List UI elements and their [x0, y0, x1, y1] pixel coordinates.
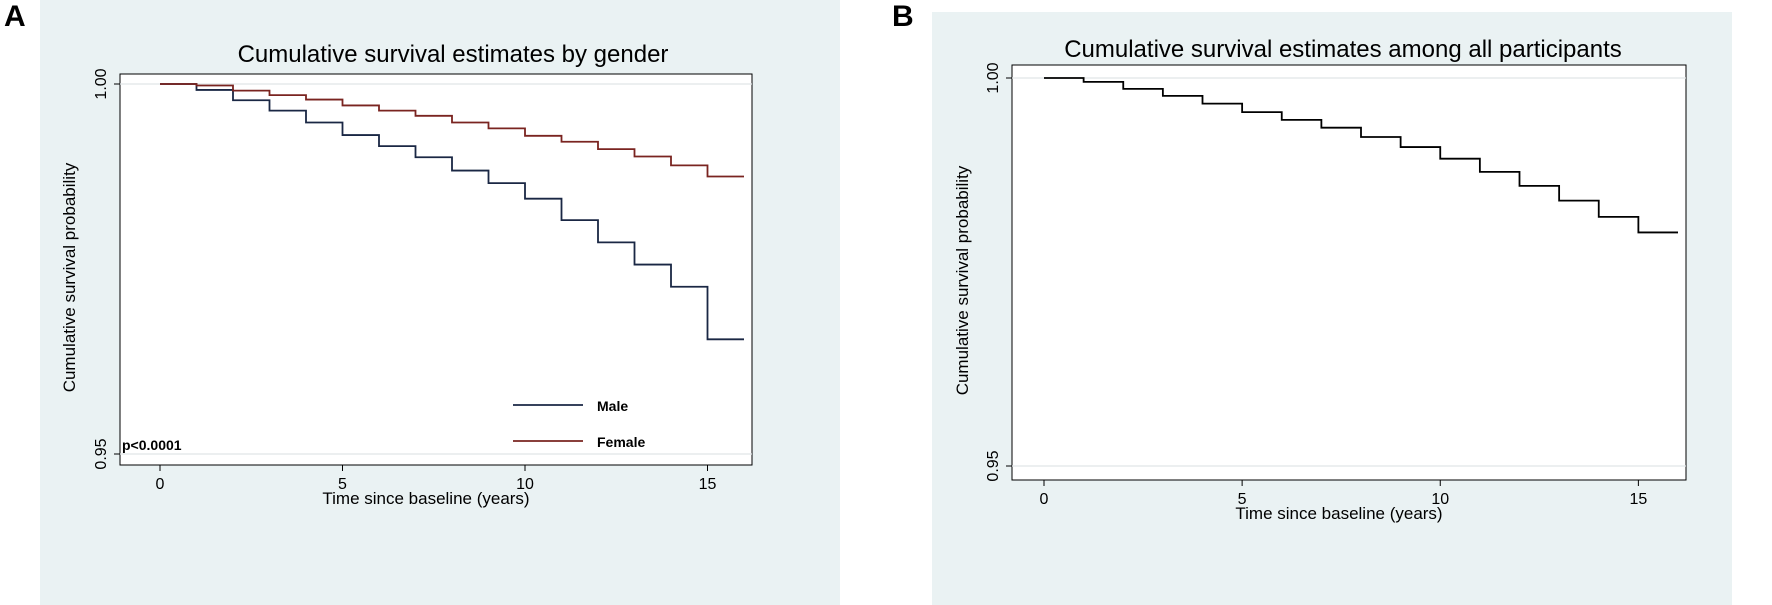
chart-b-survival-all-participants: 0.95 1.00 0 5 10 15 Cumulative survival estima…: [932, 12, 1732, 605]
x-tick-label: 5: [338, 476, 347, 493]
series-line-male: [160, 83, 744, 341]
y-tick-label: 1.00: [93, 68, 110, 99]
legend-label-male: Male: [597, 398, 628, 414]
y-axis-label: Cumulative survival probability: [953, 165, 972, 395]
panel-label-b: B: [892, 0, 914, 33]
x-axis-label: Time since baseline (years): [322, 489, 529, 508]
panel-label-a: A: [4, 0, 26, 33]
x-tick-label: 15: [1629, 491, 1647, 508]
x-tick-label: 0: [1040, 491, 1049, 508]
chart-title: Cumulative survival estimates by gender: [238, 41, 669, 68]
x-tick-label: 5: [1238, 491, 1247, 508]
chart-a-survival-by-gender: 0.95 1.00 0 5 10 15 Cumulative survival estima…: [40, 0, 840, 605]
x-tick-label: 10: [1431, 491, 1449, 508]
y-tick-label: 0.95: [985, 450, 1002, 481]
legend-label-female: Female: [597, 434, 645, 450]
x-axis-label: Time since baseline (years): [1235, 504, 1442, 523]
chart-title: Cumulative survival estimates among all …: [1064, 36, 1622, 63]
y-axis-label: Cumulative survival probability: [60, 162, 79, 392]
plot-area: [119, 73, 753, 466]
x-tick-label: 10: [516, 476, 534, 493]
plot-area: [1011, 64, 1687, 481]
y-tick-label: 1.00: [985, 62, 1002, 93]
p-value-annotation: p<0.0001: [122, 437, 182, 453]
x-tick-label: 15: [699, 476, 717, 493]
series-line-all-participants: [1044, 77, 1678, 234]
x-tick-label: 0: [156, 476, 165, 493]
series-line-female: [160, 83, 744, 178]
y-tick-label: 0.95: [93, 438, 110, 469]
